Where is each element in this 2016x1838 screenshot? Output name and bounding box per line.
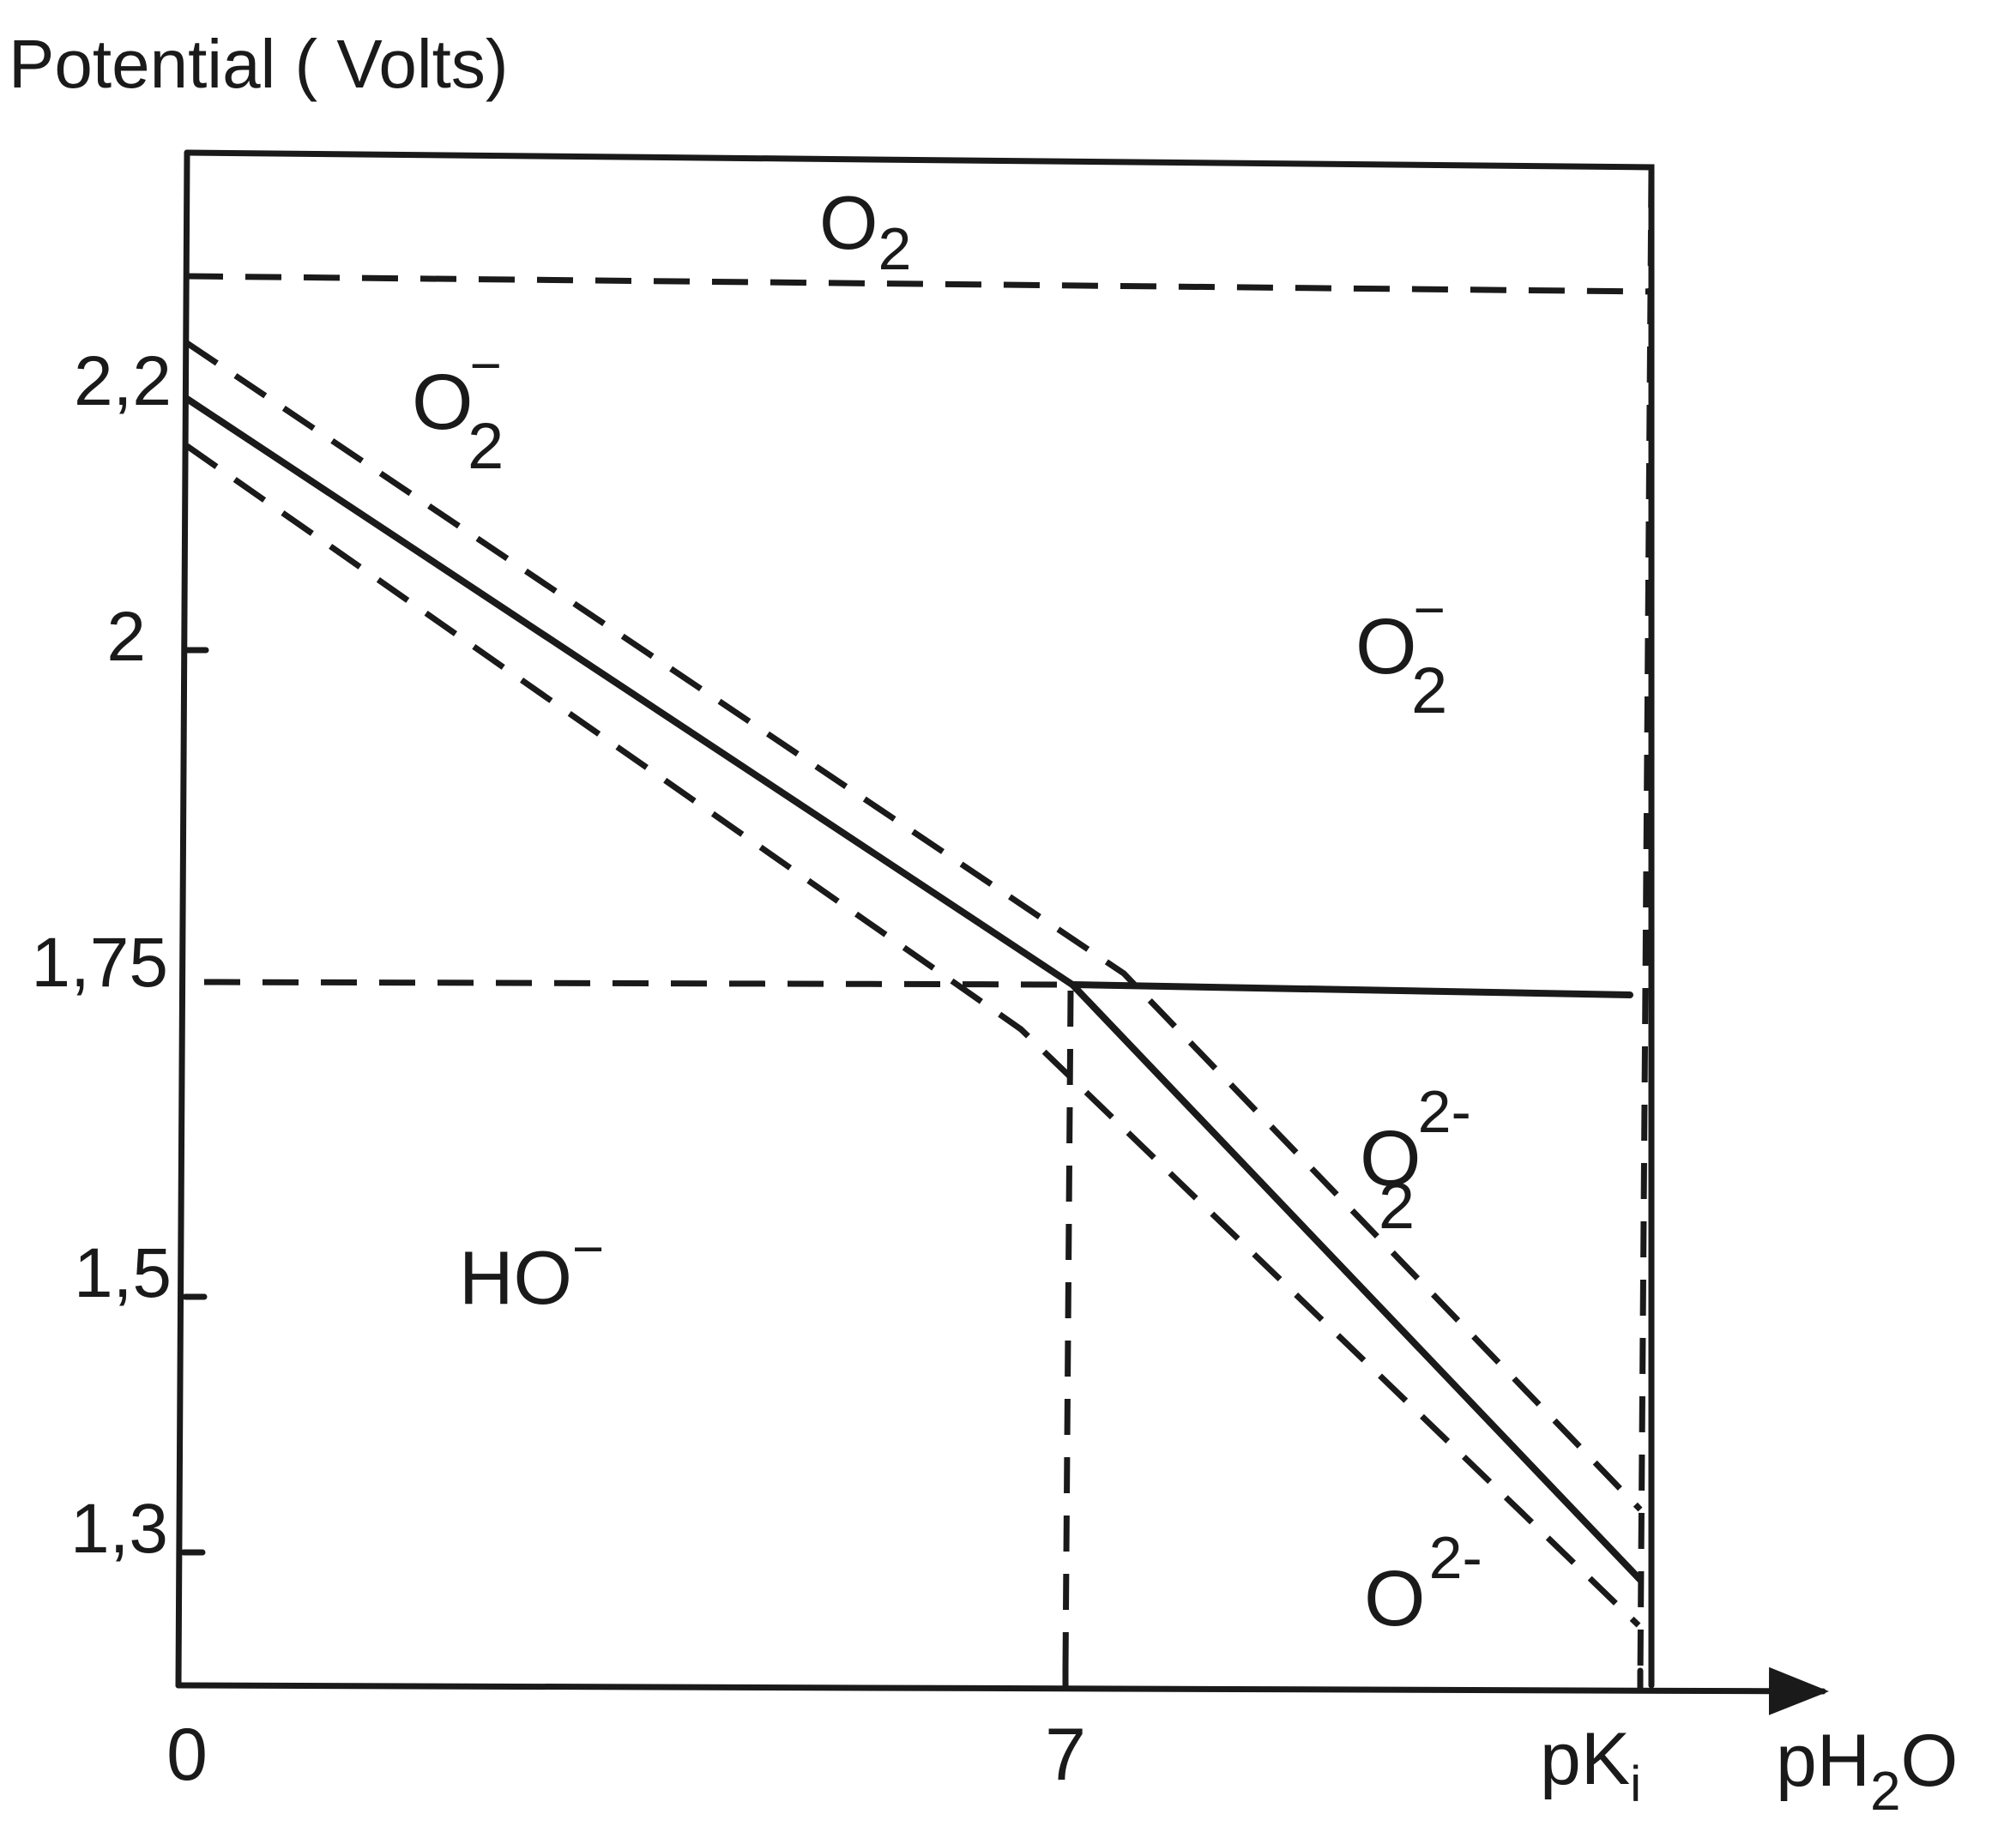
- y-axis: [175, 149, 190, 1689]
- plot-frame: [184, 149, 1655, 1689]
- region-label-superoxide-left: O− 2: [412, 334, 504, 483]
- envelope-upper-dashed: [185, 340, 1643, 1512]
- boundary-o2-superoxide-dashed: [186, 273, 1652, 295]
- region-label-peroxide: O2-2: [1360, 1078, 1471, 1243]
- y-tick-label-1-5: 1,5: [74, 1234, 172, 1312]
- y-tick-label-1-3: 1,3: [70, 1490, 168, 1568]
- guide-pk-dashed: [1637, 171, 1655, 1682]
- y-axis-title: Potential ( Volts): [9, 26, 509, 102]
- y-tick-label-2-2: 2,2: [74, 342, 172, 420]
- guide-pH7-dashed: [1062, 990, 1074, 1669]
- x-tick-label-7: 7: [1045, 1714, 1086, 1796]
- region-label-oxide: O2-: [1364, 1524, 1482, 1642]
- region-label-hydroxide: HO−: [459, 1218, 604, 1320]
- envelope-lower-dashed: [184, 443, 1641, 1628]
- y-tick-label-1-75: 1,75: [31, 924, 168, 1002]
- x-tick-label-pk: pKi: [1540, 1718, 1641, 1812]
- y-tick-label-2: 2: [106, 598, 146, 676]
- region-label-superoxide-right: O− 2: [1355, 579, 1447, 727]
- region-label-o2: O2: [819, 180, 911, 282]
- x-tick-label-0: 0: [166, 1714, 208, 1796]
- guide-1-75-dashed: [203, 979, 1073, 988]
- x-axis-arrow: [175, 1666, 1829, 1715]
- x-axis-title: pH2O: [1776, 1720, 1958, 1822]
- boundary-superoxide-peroxide: [1069, 981, 1633, 998]
